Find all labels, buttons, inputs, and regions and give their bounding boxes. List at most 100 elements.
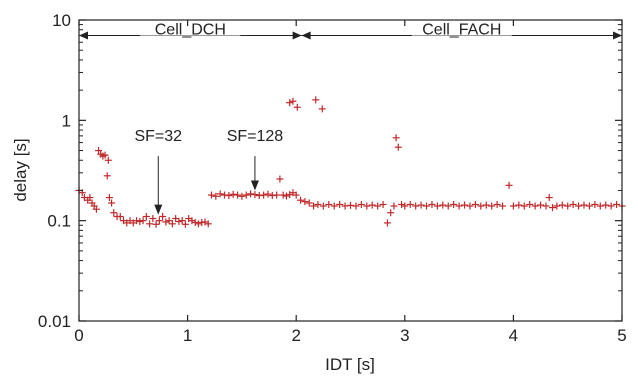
data-point: [439, 201, 447, 209]
data-point: [301, 198, 309, 206]
data-point: [575, 202, 583, 210]
data-point: [537, 201, 545, 209]
data-point: [103, 172, 111, 180]
data-point: [159, 213, 167, 221]
data-point: [336, 200, 344, 208]
data-point: [466, 202, 474, 210]
data-point: [314, 200, 322, 208]
data-point: [105, 194, 113, 202]
data-point: [596, 202, 604, 210]
data-point: [542, 202, 550, 210]
data-point: [136, 218, 144, 226]
state-range-cell-fach: Cell_FACH: [301, 22, 622, 40]
data-point: [390, 202, 398, 210]
annotation-sf-32: SF=32: [134, 128, 182, 215]
data-point: [531, 202, 539, 210]
data-point: [108, 199, 116, 207]
data-point: [607, 202, 615, 210]
data-point: [204, 220, 212, 228]
state-range-label: Cell_DCH: [155, 22, 226, 39]
data-point: [526, 200, 534, 208]
data-point: [564, 202, 572, 210]
data-point: [455, 202, 463, 210]
data-point: [152, 220, 160, 228]
data-point: [282, 192, 290, 200]
data-point: [477, 202, 485, 210]
data-point: [264, 190, 272, 198]
data-point: [357, 200, 365, 208]
annotation-label: SF=128: [227, 128, 284, 145]
data-point: [319, 202, 327, 210]
data-point: [292, 191, 300, 199]
data-point: [312, 96, 320, 104]
data-point: [104, 156, 112, 164]
data-point: [374, 202, 382, 210]
data-point: [363, 202, 371, 210]
data-point: [194, 220, 202, 228]
y-tick-label: 0.1: [47, 212, 71, 231]
data-point: [548, 204, 556, 212]
data-point: [178, 217, 186, 225]
data-point: [412, 202, 420, 210]
x-axis-ticks: 0 1 2 3 4 5: [74, 20, 627, 345]
data-point: [471, 200, 479, 208]
data-point: [286, 99, 294, 107]
x-tick-label: 1: [183, 326, 192, 345]
data-point: [234, 191, 242, 199]
data-point: [110, 209, 118, 217]
data-point: [450, 200, 458, 208]
annotation-sf-128: SF=128: [227, 128, 284, 191]
data-point: [191, 218, 199, 226]
data-point: [553, 202, 561, 210]
data-point: [225, 192, 233, 200]
state-range-cell-dch: Cell_DCH: [79, 22, 302, 40]
data-point: [428, 200, 436, 208]
plot-frame: [78, 19, 623, 322]
data-point: [293, 103, 301, 111]
data-point: [482, 201, 490, 209]
data-point: [276, 175, 284, 183]
data-point: [509, 202, 517, 210]
data-point: [387, 209, 395, 217]
data-point: [398, 200, 406, 208]
data-point: [591, 200, 599, 208]
y-tick-label: 0.01: [38, 312, 71, 331]
data-point: [168, 220, 176, 228]
data-point: [569, 200, 577, 208]
data-point: [207, 191, 215, 199]
data-point: [162, 218, 170, 226]
data-point: [305, 199, 313, 207]
data-point: [493, 200, 501, 208]
data-point: [242, 191, 250, 199]
data-point: [392, 134, 400, 142]
data-point: [247, 190, 255, 198]
data-point: [330, 202, 338, 210]
data-point: [520, 202, 528, 210]
data-point: [289, 97, 297, 105]
data-points: [75, 96, 626, 228]
state-range-arrows: Cell_DCH Cell_FACH: [79, 22, 622, 40]
spreading-factor-annotations: SF=32 SF=128: [134, 128, 284, 215]
data-point: [273, 191, 281, 199]
x-axis-title: IDT [s]: [325, 355, 375, 374]
data-point: [444, 202, 452, 210]
y-tick-label: 10: [52, 11, 71, 30]
data-point: [545, 194, 553, 202]
data-point: [401, 202, 409, 210]
data-point: [146, 220, 154, 228]
data-point: [558, 201, 566, 209]
data-point: [279, 191, 287, 199]
data-point: [201, 218, 209, 226]
data-point: [417, 201, 425, 209]
data-point: [585, 202, 593, 210]
data-point: [352, 202, 360, 210]
data-point: [602, 201, 610, 209]
data-point: [251, 191, 259, 199]
data-point: [505, 181, 513, 189]
data-point: [155, 217, 163, 225]
data-point: [149, 215, 157, 223]
data-point: [499, 202, 507, 210]
data-point: [406, 200, 414, 208]
data-point: [580, 201, 588, 209]
